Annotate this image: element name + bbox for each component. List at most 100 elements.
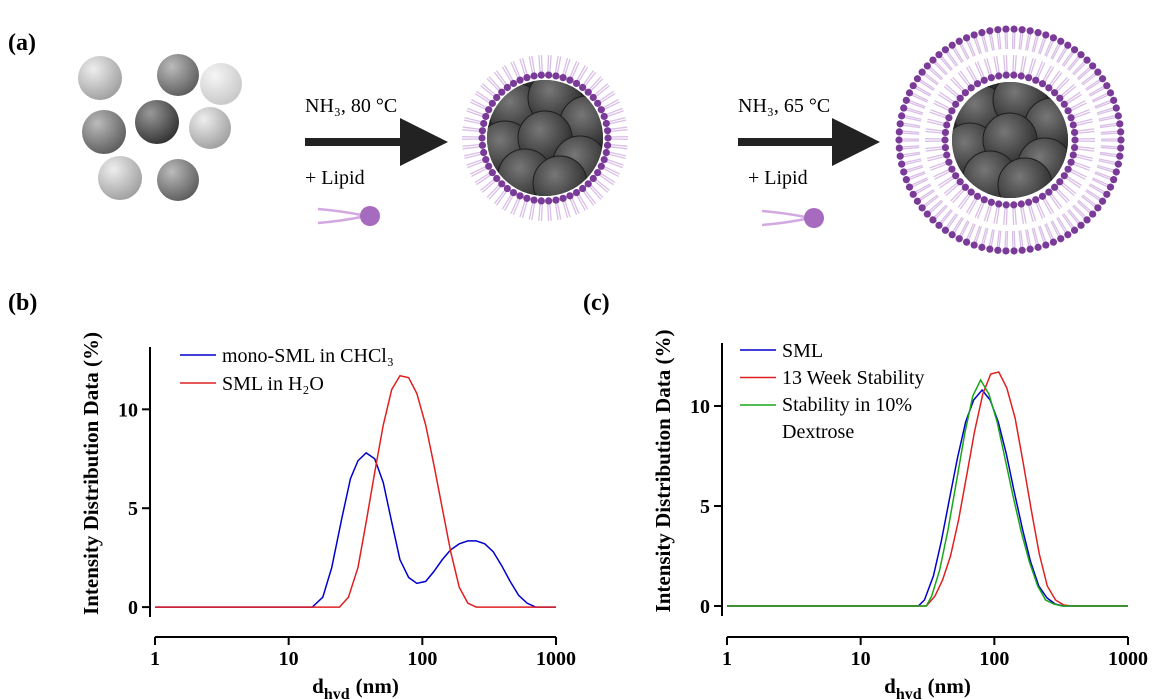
lipid-tail xyxy=(1082,73,1098,86)
lipid-tail xyxy=(1075,153,1094,159)
particle xyxy=(82,110,126,154)
lipid-head xyxy=(1002,247,1010,255)
lipid-tail xyxy=(1057,216,1069,233)
lipid-head xyxy=(498,88,506,96)
lipid-tail xyxy=(1013,31,1016,50)
lipid-head xyxy=(905,183,914,191)
lipid-head xyxy=(973,192,982,200)
lipid-head xyxy=(948,231,956,239)
lipid-head xyxy=(1051,89,1059,97)
lipid-tail xyxy=(1073,161,1091,169)
lipid-tail xyxy=(1081,195,1097,208)
lipid-tail xyxy=(1098,114,1117,121)
particle xyxy=(200,63,242,105)
lipid-tail xyxy=(1100,130,1119,134)
lipid-tail xyxy=(1003,55,1006,74)
lipid-tail xyxy=(983,203,991,222)
lipid-tail xyxy=(1065,177,1081,189)
lipid-tail xyxy=(1034,61,1044,79)
lipid-head xyxy=(1114,112,1122,120)
lipid-tail xyxy=(464,153,483,160)
lipid-tail xyxy=(945,83,960,97)
lipid-tail xyxy=(1072,60,1086,75)
lipid-head xyxy=(1025,198,1033,206)
lipid-head xyxy=(545,197,553,205)
lipid-head xyxy=(584,88,592,96)
lipid-tail xyxy=(1072,205,1086,220)
lipid-tail xyxy=(1096,107,1115,114)
lipid-tail xyxy=(538,202,541,221)
lipid-tail xyxy=(480,178,495,191)
lipid-head xyxy=(929,56,937,64)
lipid-tail xyxy=(945,213,957,229)
lipid-tail xyxy=(607,116,626,123)
lipid-head xyxy=(530,196,538,204)
lipid-tail xyxy=(595,85,610,98)
lipid-tail xyxy=(521,200,528,219)
lipid-tail xyxy=(1094,99,1112,108)
lipid-head xyxy=(986,27,994,35)
lipid-head xyxy=(1057,37,1065,45)
lipid-head xyxy=(498,180,506,188)
lipid-tail xyxy=(602,99,619,109)
lipid-head xyxy=(986,245,994,253)
lipid-head xyxy=(955,37,963,45)
lipid-tail xyxy=(512,61,521,79)
lipid-head xyxy=(1002,201,1010,209)
lipid-tail xyxy=(968,65,978,82)
lipid-tail xyxy=(974,200,984,218)
lipid-tail xyxy=(481,83,497,96)
lipid-tail xyxy=(1020,230,1024,249)
lipid-tail xyxy=(930,109,948,117)
lipid-tail xyxy=(462,143,481,147)
lipid-head xyxy=(572,79,581,88)
x-tick-label: 10 xyxy=(851,648,871,670)
lipid-head xyxy=(994,26,1002,34)
lipid-tail xyxy=(569,61,578,79)
lipid-icon-tail xyxy=(317,207,367,225)
lipid-tail xyxy=(903,159,922,166)
lipid-head xyxy=(967,84,975,92)
lipid-head xyxy=(1089,210,1097,218)
lipid-tail xyxy=(1051,43,1062,60)
lipid-tail xyxy=(519,58,526,77)
x-tick-label: 100 xyxy=(407,648,437,670)
x-tick-label: 1 xyxy=(150,648,160,670)
lipid-tail xyxy=(1050,42,1060,59)
lipid-tail xyxy=(933,168,950,178)
lipid-head xyxy=(478,134,486,142)
lipid-tail xyxy=(493,189,506,205)
lipid-head xyxy=(941,143,950,152)
lipid-head xyxy=(537,197,545,205)
lipid-head xyxy=(1067,114,1075,122)
lipid-head xyxy=(923,62,931,70)
lipid-head xyxy=(961,89,969,97)
lipid-tail xyxy=(939,56,952,72)
lipid-tail xyxy=(1020,31,1024,50)
lipid-tail xyxy=(1044,39,1053,57)
lipid-head xyxy=(962,34,971,42)
lipid-tail xyxy=(1095,171,1113,179)
y-tick-label: 10 xyxy=(118,399,138,421)
lipid-tail xyxy=(571,62,580,79)
lipid-tail xyxy=(1033,227,1040,246)
lipid-head xyxy=(1117,136,1125,144)
lipid-tail xyxy=(1042,198,1052,215)
lipid-tail xyxy=(1012,55,1015,74)
lipid-head xyxy=(482,112,490,121)
lipid-tail xyxy=(1096,166,1115,173)
lipid-tail xyxy=(556,56,562,75)
lipid-tail xyxy=(495,70,508,86)
lipid-tail xyxy=(1082,194,1098,207)
lipid-icon-head xyxy=(360,206,380,226)
lipid-tail xyxy=(474,92,491,104)
lipid-tail xyxy=(1076,128,1095,132)
lipid-tail xyxy=(1072,109,1090,117)
lipid-head xyxy=(961,183,969,191)
panel-label: (c) xyxy=(583,290,610,316)
lipid-head xyxy=(1034,243,1042,251)
lipid-tail xyxy=(911,92,929,102)
lipid-head xyxy=(1017,200,1025,208)
lipid-tail xyxy=(608,151,627,157)
lipid-head xyxy=(1010,201,1018,209)
